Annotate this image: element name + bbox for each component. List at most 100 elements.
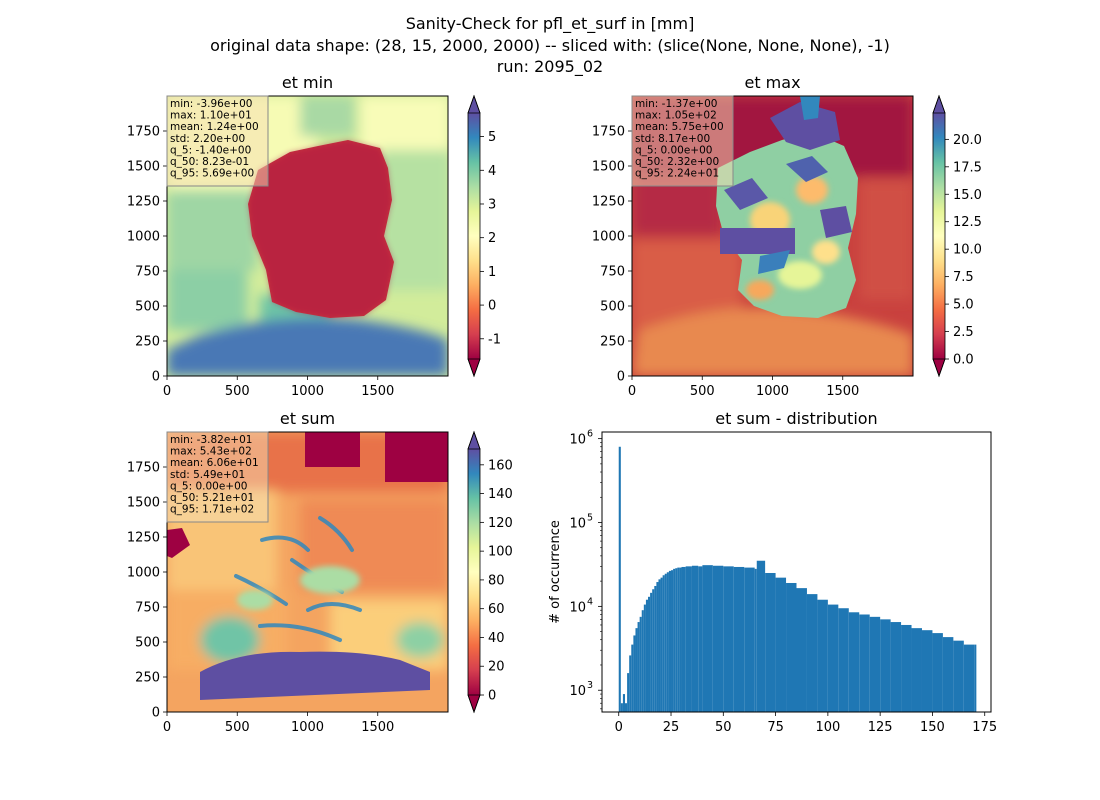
y-tick-label: 750: [135, 601, 160, 616]
x-tick-label: 1500: [826, 384, 859, 399]
histogram-bar: [796, 588, 807, 712]
histogram-bar: [652, 589, 655, 712]
colorbar-tick-label: 20.0: [953, 133, 982, 148]
stats-line: std: 5.49e+01: [170, 469, 245, 481]
colorbar-tick-label: 20: [488, 660, 505, 675]
colorbar: -1 0 1 2 3 4 5: [467, 94, 501, 378]
histogram-bar: [723, 566, 734, 712]
x-tick-label: 100: [815, 720, 840, 735]
y-tick-label: 0: [152, 370, 160, 385]
panel-et-sum-distribution: et sum - distribution 0 25 50 75 100 125 150 17…: [548, 409, 997, 735]
histogram-bar: [869, 616, 881, 712]
colorbar-gradient: [468, 449, 480, 695]
histogram-bar: [679, 567, 682, 712]
y-tick-label: 1750: [127, 461, 160, 476]
histogram-bar: [643, 604, 646, 712]
x-tick-label: 1000: [291, 384, 324, 399]
histogram-bar: [645, 599, 649, 712]
y-tick-label: 500: [135, 636, 160, 651]
histogram-bar: [681, 566, 686, 712]
panel-et-sum: et sum: [127, 409, 513, 735]
y-tick-label: 250: [600, 335, 625, 350]
histogram-bar: [756, 560, 766, 712]
stats-line: mean: 1.24e+00: [170, 121, 259, 133]
y-tick-label: 10: [569, 684, 586, 699]
y-tick-label: 750: [135, 265, 160, 280]
colorbar-tick-label: 120: [488, 516, 513, 531]
y-tick-label: 1500: [592, 160, 625, 175]
histogram-bar: [901, 624, 912, 712]
colorbar-tick-label: 4: [488, 164, 496, 179]
colorbar-tick-label: -1: [488, 332, 501, 347]
x-tick-label: 25: [663, 720, 680, 735]
y-tick-label: 1250: [127, 195, 160, 210]
y-tick-label: 500: [600, 300, 625, 315]
y-tick-label: 250: [135, 335, 160, 350]
histogram-bar: [890, 622, 902, 712]
y-tick-label: 1250: [127, 531, 160, 546]
histogram-bar: [953, 640, 964, 712]
suptitle: Sanity-Check for pfl_et_surf in [mm] ori…: [210, 14, 890, 77]
x-tick-label: 0: [628, 384, 636, 399]
stats-line: std: 2.20e+00: [170, 133, 245, 145]
colorbar-tick-label: 17.5: [953, 160, 982, 175]
histogram-bar: [963, 644, 975, 712]
stats-line: max: 5.43e+02: [170, 446, 252, 458]
y-axis: 0 250 500 750 1000 1250 1500 1750: [127, 125, 167, 385]
histogram-bar: [660, 577, 663, 712]
histogram-bar: [656, 582, 659, 712]
y-tick-exponent: 6: [587, 429, 593, 440]
colorbar-tick-label: 7.5: [953, 270, 974, 285]
histogram-bar: [662, 575, 665, 712]
y-tick-label: 1750: [592, 125, 625, 140]
y-tick-label: 0: [617, 370, 625, 385]
stats-line: q_50: 5.21e+01: [170, 492, 254, 504]
colorbar-tick-label: 2: [488, 231, 496, 246]
x-axis: 0 500 1000 1500: [163, 712, 394, 735]
histogram-bar: [618, 446, 621, 712]
y-tick-label: 10: [569, 433, 586, 448]
y-tick-label: 500: [135, 300, 160, 315]
y-tick-label: 0: [152, 706, 160, 721]
stats-line: min: -3.96e+00: [170, 98, 252, 110]
histogram-bar: [817, 599, 828, 712]
y-tick-label: 1500: [127, 160, 160, 175]
stats-line: q_5: 0.00e+00: [170, 480, 247, 492]
stats-line: min: -3.82e+01: [170, 434, 252, 446]
suptitle-line-3: run: 2095_02: [497, 57, 603, 77]
panel-title: et max: [744, 73, 800, 92]
colorbar-tick-label: 140: [488, 487, 513, 502]
x-tick-label: 75: [767, 720, 784, 735]
histogram-bar: [639, 616, 642, 712]
histogram-bar: [664, 573, 667, 712]
panel-et-max: et max: [592, 73, 982, 399]
colorbar-tick-label: 100: [488, 545, 513, 560]
colorbar-tick-label: 3: [488, 197, 496, 212]
colorbar-tick-label: 0: [488, 299, 496, 314]
y-tick-label: 1000: [592, 230, 625, 245]
histogram-bar: [675, 568, 678, 712]
histogram-bar: [702, 565, 713, 712]
x-tick-label: 0: [163, 384, 171, 399]
histogram-bar: [677, 567, 680, 712]
histogram-bar: [765, 572, 776, 712]
plot-frame: [601, 431, 992, 713]
histogram-bar: [974, 644, 977, 712]
colorbar: 0.0 2.5 5.0 7.5 10.0 12.5 15.0 17.5 20.0: [932, 94, 982, 378]
panel-et-min: et min 0 500 1000 1500 02505007501000125015…: [127, 73, 501, 399]
histogram-bar: [712, 565, 724, 712]
x-tick-label: 50: [715, 720, 732, 735]
x-tick-label: 1000: [756, 384, 789, 399]
y-tick-label: 1000: [127, 230, 160, 245]
y-tick-exponent: 3: [587, 680, 593, 691]
y-tick-label: 10: [569, 600, 586, 615]
histogram-bar: [838, 608, 849, 712]
y-tick-exponent: 4: [587, 596, 593, 607]
y-tick-label: 250: [135, 671, 160, 686]
colorbar-tick-label: 12.5: [953, 215, 982, 230]
heatmap-image: [167, 96, 448, 376]
histogram-bar: [932, 633, 943, 712]
